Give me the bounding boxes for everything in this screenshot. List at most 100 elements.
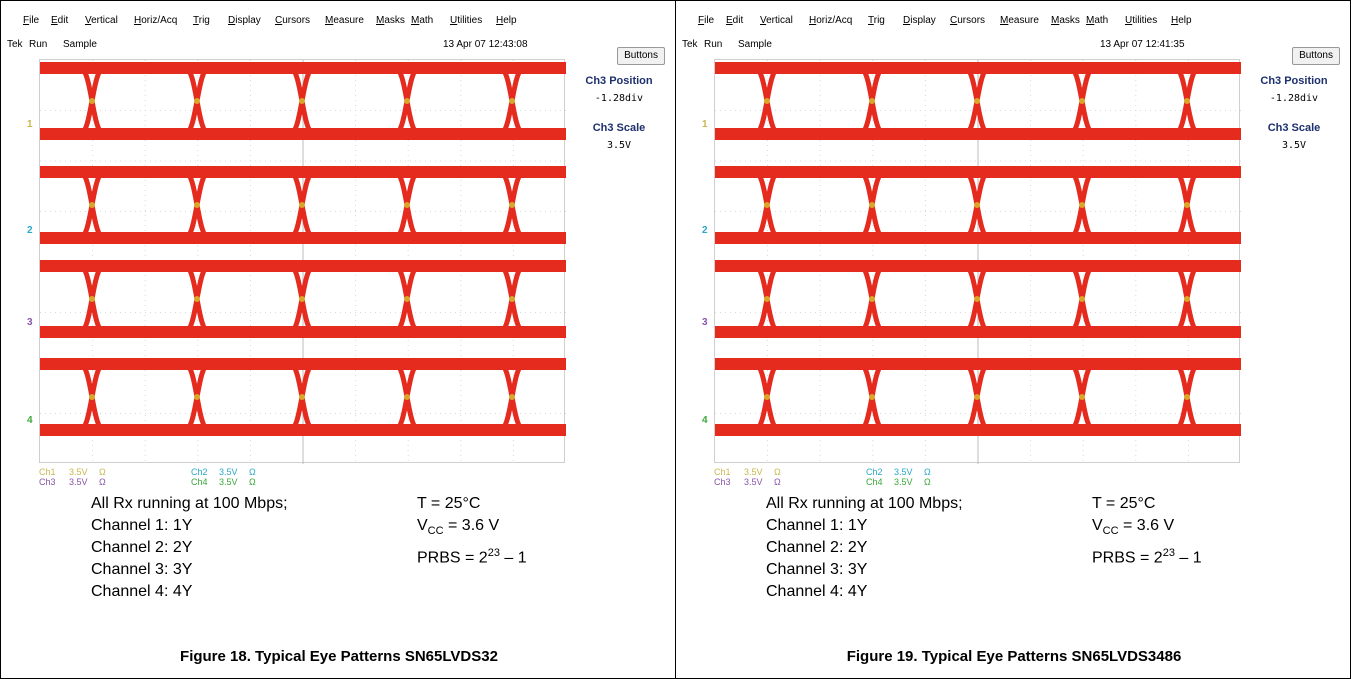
- menu-masks[interactable]: Masks: [376, 15, 405, 26]
- timestamp: 13 Apr 07 12:41:35: [1100, 39, 1185, 50]
- menu-display[interactable]: Display: [903, 15, 936, 26]
- menu-cursors[interactable]: Cursors: [275, 15, 311, 26]
- eye-trace-rail: [40, 128, 566, 140]
- menu-utilities[interactable]: Utilities: [450, 15, 483, 26]
- timestamp: 13 Apr 07 12:43:08: [443, 39, 528, 50]
- graticule: [714, 59, 1241, 464]
- eye-crossing-core: [89, 394, 95, 400]
- menu-trig[interactable]: Trig: [868, 15, 885, 26]
- ch2-marker: 2: [27, 225, 33, 236]
- ch1-marker: 1: [702, 119, 708, 130]
- ch1-readout: Ch1: [714, 467, 731, 477]
- ch4-marker: 4: [27, 415, 33, 426]
- test-parameters: T = 25°C VCC = 3.6 V PRBS = 223 – 1: [1092, 493, 1202, 570]
- eye-crossing-core: [764, 296, 770, 302]
- menu-trig[interactable]: Trig: [193, 15, 210, 26]
- eye-trace-rail: [40, 326, 566, 338]
- oscilloscope-screenshot: File Edit Vertical Horiz/Acq Trig Displa…: [682, 5, 1340, 493]
- eye-crossing-core: [299, 394, 305, 400]
- eye-crossing-core: [89, 98, 95, 104]
- eye-crossing-core: [974, 394, 980, 400]
- ch3-ohm: Ω: [774, 477, 781, 487]
- eye-crossing-core: [299, 296, 305, 302]
- ch3-position-label[interactable]: Ch3 Position: [1260, 75, 1328, 87]
- ch1-ohm: Ω: [774, 467, 781, 477]
- menu-help[interactable]: Help: [496, 15, 517, 26]
- ch3-scale-value: 3.5V: [1281, 140, 1307, 151]
- caption-line: Channel 2: 2Y: [766, 539, 868, 556]
- menu-vertical[interactable]: Vertical: [85, 15, 118, 26]
- tek-label: Tek: [7, 39, 23, 50]
- eye-trace-rail: [40, 358, 566, 370]
- ch4-ohm: Ω: [249, 477, 256, 487]
- ch2-marker: 2: [702, 225, 708, 236]
- eye-crossing-core: [764, 98, 770, 104]
- eye-trace-rail: [715, 424, 1241, 436]
- eye-trace-rail: [715, 260, 1241, 272]
- ch3-readout: Ch3: [714, 477, 731, 487]
- buttons-button[interactable]: Buttons: [1292, 47, 1340, 65]
- menu-display[interactable]: Display: [228, 15, 261, 26]
- eye-pattern-display: [715, 60, 1241, 464]
- prbs: PRBS = 223 – 1: [417, 547, 527, 567]
- eye-pattern-display: [40, 60, 566, 464]
- menu-file[interactable]: File: [698, 15, 715, 26]
- ch3-scale-value: 3.5V: [606, 140, 632, 151]
- menu-measure[interactable]: Measure: [325, 15, 364, 26]
- ch3-scale-label[interactable]: Ch3 Scale: [1267, 122, 1321, 134]
- menu-file[interactable]: File: [23, 15, 40, 26]
- eye-crossing-core: [869, 202, 875, 208]
- menu-bar: File Edit Vertical Horiz/Acq Trig Displa…: [13, 5, 665, 35]
- ch3-scale-label[interactable]: Ch3 Scale: [592, 122, 646, 134]
- figure-title: Figure 19. Typical Eye Patterns SN65LVDS…: [846, 648, 1182, 665]
- eye-crossing-core: [194, 202, 200, 208]
- menu-edit[interactable]: Edit: [51, 15, 69, 26]
- menu-horiz-acq[interactable]: Horiz/Acq: [134, 15, 178, 26]
- ch3-position-label[interactable]: Ch3 Position: [585, 75, 653, 87]
- vcc: VCC = 3.6 V: [1092, 517, 1175, 538]
- eye-crossing-core: [404, 98, 410, 104]
- eye-crossing-core: [89, 202, 95, 208]
- menu-horiz-acq[interactable]: Horiz/Acq: [809, 15, 853, 26]
- ch4-volts: 3.5V: [894, 477, 913, 487]
- menu-math[interactable]: Math: [411, 15, 434, 26]
- eye-crossing-core: [299, 98, 305, 104]
- ch2-readout: Ch2: [866, 467, 883, 477]
- menu-vertical[interactable]: Vertical: [760, 15, 793, 26]
- ch4-marker: 4: [702, 415, 708, 426]
- eye-trace-rail: [715, 128, 1241, 140]
- buttons-button[interactable]: Buttons: [617, 47, 665, 65]
- eye-trace-rail: [715, 358, 1241, 370]
- side-panel: Ch3 Position -1.28div Ch3 Scale 3.5V: [1248, 75, 1340, 169]
- ch2-ohm: Ω: [924, 467, 931, 477]
- test-conditions: All Rx running at 100 Mbps; Channel 1: 1…: [766, 493, 963, 603]
- acq-mode: Sample: [738, 39, 772, 50]
- test-parameters: T = 25°C VCC = 3.6 V PRBS = 223 – 1: [417, 493, 527, 570]
- ch4-ohm: Ω: [924, 477, 931, 487]
- eye-crossing-core: [1184, 98, 1190, 104]
- eye-crossing-core: [404, 296, 410, 302]
- caption-line: Channel 1: 1Y: [766, 517, 868, 534]
- ch4-volts: 3.5V: [219, 477, 238, 487]
- menu-edit[interactable]: Edit: [726, 15, 744, 26]
- ch1-marker: 1: [27, 119, 33, 130]
- menu-measure[interactable]: Measure: [1000, 15, 1039, 26]
- eye-trace-rail: [715, 326, 1241, 338]
- ch1-readout: Ch1: [39, 467, 56, 477]
- menu-help[interactable]: Help: [1171, 15, 1192, 26]
- ch4-readout: Ch4: [866, 477, 883, 487]
- eye-crossing-core: [1079, 202, 1085, 208]
- menu-masks[interactable]: Masks: [1051, 15, 1080, 26]
- ch2-readout: Ch2: [191, 467, 208, 477]
- temperature: T = 25°C: [417, 495, 481, 512]
- eye-crossing-core: [974, 296, 980, 302]
- menu-cursors[interactable]: Cursors: [950, 15, 986, 26]
- ch3-volts: 3.5V: [69, 477, 88, 487]
- menu-utilities[interactable]: Utilities: [1125, 15, 1158, 26]
- eye-trace-rail: [715, 166, 1241, 178]
- eye-crossing-core: [299, 202, 305, 208]
- run-status: Run: [704, 39, 723, 50]
- menu-math[interactable]: Math: [1086, 15, 1109, 26]
- eye-trace-rail: [40, 424, 566, 436]
- test-conditions: All Rx running at 100 Mbps; Channel 1: 1…: [91, 493, 288, 603]
